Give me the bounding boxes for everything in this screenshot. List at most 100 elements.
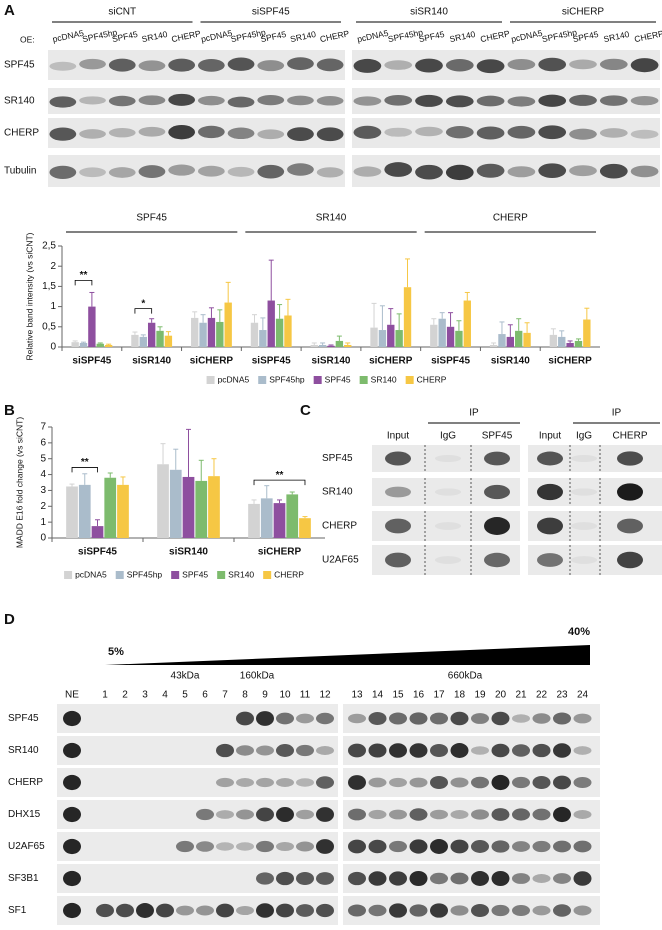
blot-band [569,128,597,140]
blot-band [49,61,77,71]
blot-band [415,58,443,73]
bar [549,334,558,347]
error-bar [173,448,179,470]
legend-label: SR140 [228,569,254,579]
ip-label: IP [469,408,479,419]
blot-band [236,745,254,756]
legend-swatch [263,571,272,579]
significance-label: ** [81,457,89,468]
error-bar [328,344,334,346]
blot-band [348,904,366,917]
x-tick-label: siSPF45 [72,356,111,367]
blot-band [216,842,234,851]
blot-band [79,129,106,139]
error-bar [456,320,462,331]
blot-band [476,95,505,107]
blot-band [409,777,428,788]
column-label: SPF45 [482,431,513,442]
blot-band [532,905,551,916]
blot-band [384,127,413,137]
lane-label: 11 [300,690,311,701]
bar [489,344,498,347]
error-bar [106,343,112,345]
error-bar [405,258,411,288]
legend-swatch [217,571,226,579]
blot-band [491,774,510,791]
error-bar [516,318,522,331]
blot-band [571,522,597,530]
bar [318,344,327,347]
blot-band [385,486,411,498]
error-bar [81,341,87,343]
blot-band [63,742,81,759]
legend-swatch [258,376,267,384]
legend-label: CHERP [417,374,447,384]
group-label: SPF45 [136,213,167,224]
lane-label: 8 [242,690,248,701]
blot-band [287,57,314,71]
blot [48,88,345,114]
blot-band [573,776,592,789]
blot-band [276,744,294,757]
blot-band [450,777,469,788]
lane-label: CHERP [479,28,511,44]
blot-band [507,59,536,71]
x-tick-label: siSR140 [169,547,208,558]
blot-band [512,744,530,757]
blot-band [168,164,196,176]
blot-band [512,776,530,789]
lane-label: 23 [556,690,568,701]
blot [57,864,338,893]
error-bar [107,472,113,478]
error-bar [149,318,155,323]
bar [430,324,438,347]
bar [259,330,267,347]
blot-band [168,124,196,140]
column-label: IgG [440,431,456,442]
blot-band [630,96,659,106]
blot-band [296,904,314,917]
blot-band [368,871,387,886]
error-bar [464,291,470,301]
blot-band [348,871,366,886]
significance-bracket [74,279,93,286]
blot-band [484,451,510,466]
blot-band [573,840,592,853]
bar [558,336,566,347]
error-bar [289,491,295,495]
gradient-wedge [105,645,590,665]
blot-band [471,809,489,820]
blot-band [538,94,567,107]
lane-label: 6 [202,690,208,701]
blot-band [176,905,194,916]
blot-band [471,776,489,789]
error-bar [186,428,191,477]
bar [523,332,531,347]
blot-band [287,127,314,142]
condition-label: siCHERP [562,7,605,18]
blot-band [389,777,407,788]
error-bar [211,458,217,477]
lane-label: 19 [474,690,486,701]
bar [286,494,299,538]
bar [250,322,259,347]
error-bar [140,334,146,337]
blot-band [409,743,428,758]
bar [446,326,455,347]
blot-band [389,743,407,758]
lane-label: 15 [392,690,404,701]
blot-band [236,778,254,787]
blot-band [236,905,254,916]
blot-band [79,58,106,70]
lane-label: 1 [102,690,108,701]
blot-band [276,778,294,787]
lane-label: pcDNA5 [510,28,543,44]
blot-band [316,903,334,918]
y-axis-label: MADD E16 fold change (vs siCNT) [14,417,24,548]
blot-row-label: SR140 [8,745,39,756]
blot-band [537,553,563,567]
bar [207,317,216,347]
blot-band [389,840,407,853]
blot-band [415,94,443,107]
